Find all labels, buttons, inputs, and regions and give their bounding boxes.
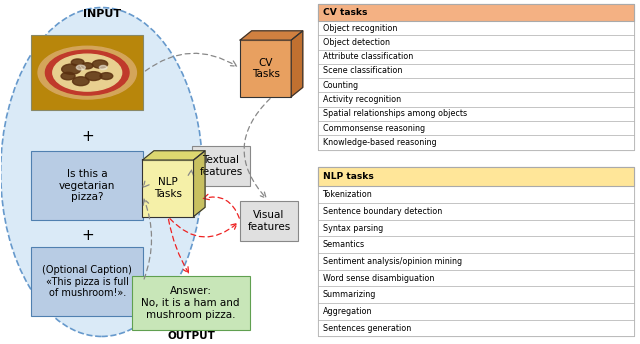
Text: Semantics: Semantics [323,240,365,249]
FancyBboxPatch shape [318,4,634,21]
Polygon shape [143,151,205,160]
Circle shape [61,64,81,74]
FancyBboxPatch shape [318,121,634,136]
Text: Visual
features: Visual features [247,210,291,232]
Text: (Optional Caption)
«This pizza is full
of mushroom!».: (Optional Caption) «This pizza is full o… [42,265,132,298]
Text: CV tasks: CV tasks [323,8,367,17]
FancyBboxPatch shape [318,270,634,287]
Text: Sentiment analysis/opinion mining: Sentiment analysis/opinion mining [323,257,461,266]
FancyBboxPatch shape [318,64,634,78]
FancyBboxPatch shape [132,277,250,330]
Text: Syntax parsing: Syntax parsing [323,224,383,233]
Circle shape [100,73,113,79]
Circle shape [71,59,84,66]
FancyBboxPatch shape [318,93,634,107]
FancyBboxPatch shape [318,287,634,303]
Circle shape [61,72,75,80]
Circle shape [38,46,136,99]
Text: CV
Tasks: CV Tasks [252,57,280,79]
Circle shape [76,65,85,70]
Circle shape [99,65,107,69]
FancyBboxPatch shape [318,253,634,270]
Text: Commonsense reasoning: Commonsense reasoning [323,124,425,133]
FancyBboxPatch shape [318,186,634,203]
Text: Summarizing: Summarizing [323,290,376,299]
Text: Spatial relationships among objects: Spatial relationships among objects [323,109,467,118]
Text: Object detection: Object detection [323,38,390,47]
Circle shape [85,72,102,80]
Text: Sentence boundary detection: Sentence boundary detection [323,207,442,216]
FancyBboxPatch shape [318,303,634,320]
Text: Tokenization: Tokenization [323,190,372,199]
Text: Answer:
No, it is a ham and
mushroom pizza.: Answer: No, it is a ham and mushroom piz… [141,287,240,320]
Circle shape [72,77,89,86]
FancyBboxPatch shape [318,220,634,236]
FancyBboxPatch shape [31,151,143,220]
FancyBboxPatch shape [143,160,193,216]
Text: OUTPUT: OUTPUT [167,331,215,341]
Text: NLP tasks: NLP tasks [323,172,373,181]
FancyBboxPatch shape [318,4,634,150]
FancyBboxPatch shape [318,107,634,121]
Text: Sentences generation: Sentences generation [323,324,411,333]
Circle shape [53,54,122,91]
FancyBboxPatch shape [240,201,298,240]
FancyBboxPatch shape [31,35,143,110]
FancyBboxPatch shape [318,236,634,253]
Text: NLP
Tasks: NLP Tasks [154,178,182,199]
Text: Knowledge-based reasoning: Knowledge-based reasoning [323,138,436,147]
FancyBboxPatch shape [318,21,634,35]
FancyBboxPatch shape [318,167,634,336]
Circle shape [45,50,129,95]
Text: Object recognition: Object recognition [323,23,397,33]
Text: INPUT: INPUT [83,9,121,19]
Text: +: + [81,228,94,243]
Text: Is this a
vegetarian
pizza?: Is this a vegetarian pizza? [59,169,115,202]
Text: Scene classification: Scene classification [323,66,402,75]
FancyBboxPatch shape [318,78,634,93]
Text: Textual
features: Textual features [200,155,243,177]
FancyBboxPatch shape [318,136,634,150]
Circle shape [92,60,108,68]
Polygon shape [291,31,303,97]
FancyBboxPatch shape [318,35,634,50]
Polygon shape [193,151,205,216]
FancyBboxPatch shape [31,247,143,316]
Text: Attribute classification: Attribute classification [323,52,413,61]
Text: Counting: Counting [323,81,358,90]
FancyBboxPatch shape [318,167,634,186]
Ellipse shape [1,8,202,336]
FancyBboxPatch shape [240,40,291,97]
FancyBboxPatch shape [318,203,634,220]
Text: Aggregation: Aggregation [323,307,372,316]
Polygon shape [240,31,303,40]
Circle shape [81,63,93,69]
Text: Word sense disambiguation: Word sense disambiguation [323,273,434,282]
FancyBboxPatch shape [318,320,634,336]
Text: Activity recognition: Activity recognition [323,95,401,104]
FancyBboxPatch shape [192,146,250,186]
FancyBboxPatch shape [318,50,634,64]
Text: +: + [81,129,94,143]
